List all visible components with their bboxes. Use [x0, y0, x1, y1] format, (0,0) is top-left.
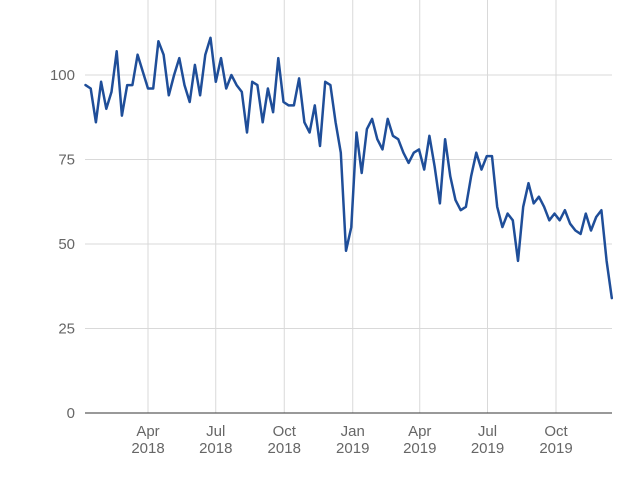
x-axis-tick-labels: Apr2018Jul2018Oct2018Jan2019Apr2019Jul20… — [131, 423, 572, 457]
x-tick-label-year-4: 2019 — [403, 440, 436, 457]
x-tick-label-month-4: Apr — [408, 423, 431, 440]
y-axis-tick-labels: 0 25 50 75 100 — [50, 67, 75, 422]
x-tick-label-year-6: 2019 — [539, 440, 572, 457]
y-tick-label-25: 25 — [58, 321, 75, 338]
x-tick-label-month-2: Oct — [273, 423, 297, 440]
y-tick-label-50: 50 — [58, 236, 75, 253]
x-tick-label-year-3: 2019 — [336, 440, 369, 457]
x-tick-label-month-1: Jul — [206, 423, 225, 440]
vertical-gridlines — [147, 0, 557, 413]
y-tick-label-0: 0 — [67, 405, 75, 422]
x-tick-label-year-0: 2018 — [131, 440, 164, 457]
x-tick-label-month-6: Oct — [544, 423, 568, 440]
x-tick-label-year-5: 2019 — [471, 440, 504, 457]
y-tick-label-75: 75 — [58, 152, 75, 169]
x-tick-label-month-0: Apr — [136, 423, 159, 440]
x-tick-label-month-3: Jan — [341, 423, 365, 440]
x-tick-label-year-2: 2018 — [268, 440, 301, 457]
x-tick-label-month-5: Jul — [478, 423, 497, 440]
y-tick-label-100: 100 — [50, 67, 75, 84]
x-tick-label-year-1: 2018 — [199, 440, 232, 457]
series-line-0 — [84, 36, 614, 300]
series-layer — [84, 36, 614, 300]
